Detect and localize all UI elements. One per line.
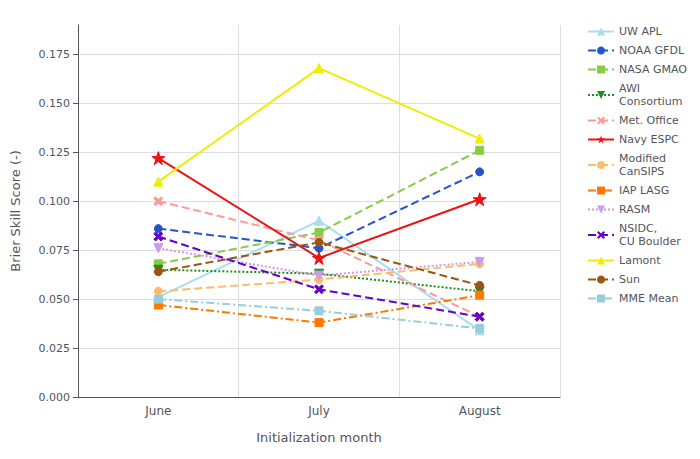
svg-text:UW APL: UW APL	[619, 25, 663, 38]
svg-text:0.050: 0.050	[39, 293, 71, 306]
svg-text:August: August	[459, 404, 501, 418]
svg-text:0.100: 0.100	[39, 195, 71, 208]
svg-text:Met. Office: Met. Office	[619, 114, 679, 127]
svg-text:0.075: 0.075	[39, 244, 71, 257]
svg-text:Consortium: Consortium	[619, 95, 682, 108]
svg-text:July: July	[307, 404, 330, 418]
svg-text:IAP LASG: IAP LASG	[619, 184, 669, 197]
svg-text:RASM: RASM	[619, 203, 650, 216]
svg-text:Sun: Sun	[619, 273, 640, 286]
svg-text:Brier Skill Score (-): Brier Skill Score (-)	[8, 150, 23, 271]
svg-text:Initialization month: Initialization month	[256, 430, 382, 445]
svg-text:0.000: 0.000	[39, 391, 71, 404]
svg-text:NSIDC,: NSIDC,	[619, 222, 657, 235]
svg-text:Navy ESPC: Navy ESPC	[619, 133, 679, 146]
svg-text:NASA GMAO: NASA GMAO	[619, 63, 687, 76]
svg-text:NOAA GFDL: NOAA GFDL	[619, 44, 685, 57]
svg-text:0.175: 0.175	[39, 48, 71, 61]
svg-text:CU Boulder: CU Boulder	[619, 235, 681, 248]
svg-text:Modified: Modified	[619, 152, 666, 165]
svg-text:CanSIPS: CanSIPS	[619, 165, 664, 178]
svg-text:0.125: 0.125	[39, 146, 71, 159]
svg-text:June: June	[144, 404, 171, 418]
svg-text:AWI: AWI	[619, 82, 640, 95]
svg-text:0.150: 0.150	[39, 97, 71, 110]
svg-text:MME Mean: MME Mean	[619, 292, 678, 305]
svg-text:0.025: 0.025	[39, 342, 71, 355]
svg-text:Lamont: Lamont	[619, 254, 661, 267]
